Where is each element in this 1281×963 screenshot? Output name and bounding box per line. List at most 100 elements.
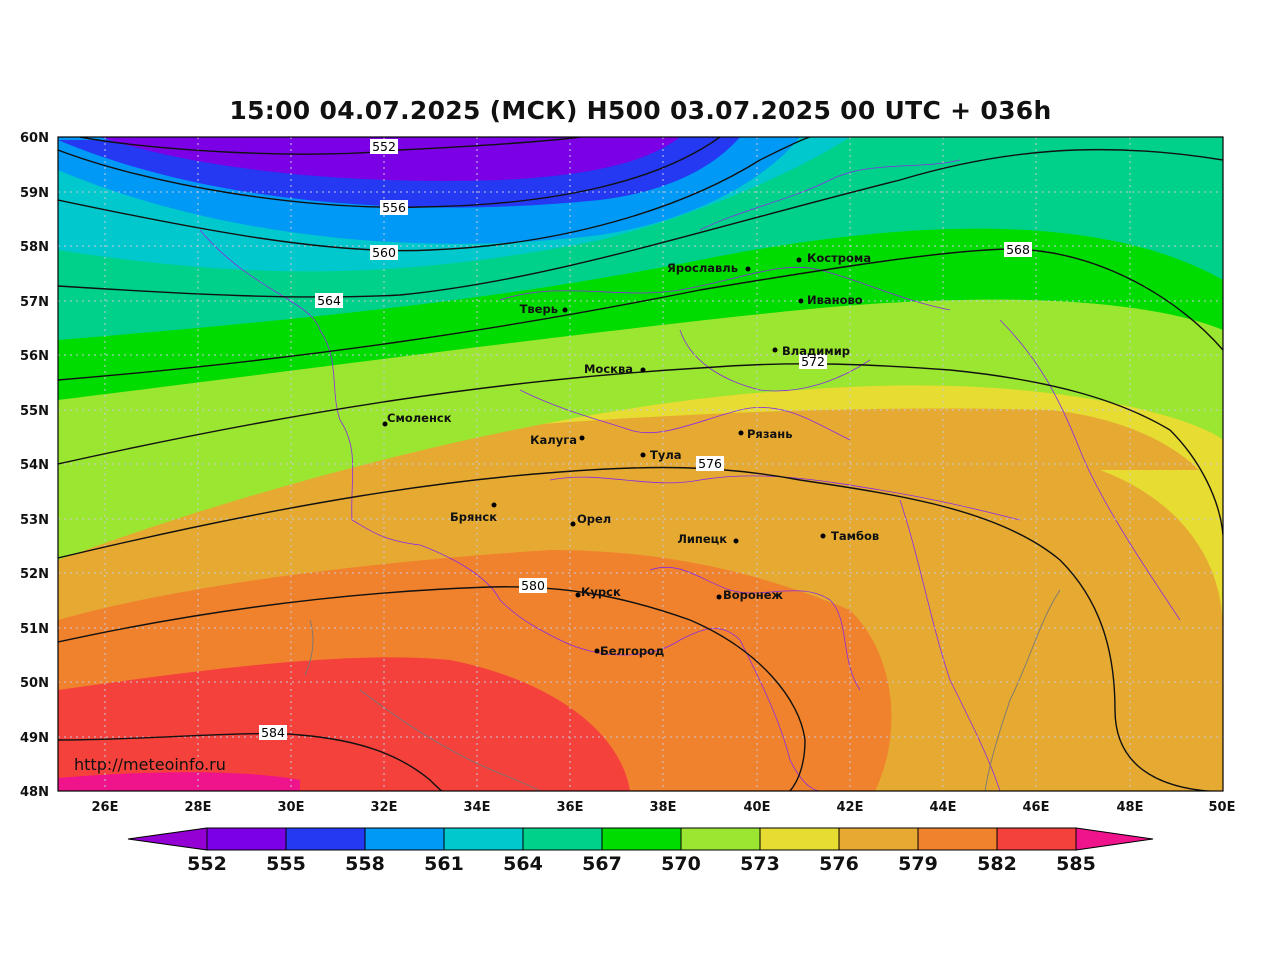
- colorbar: 552 555 558 561 564 567 570 573 576 579 582 585: [127, 827, 1154, 875]
- colorbar-swatch: [601, 827, 682, 851]
- colorbar-label: 582: [977, 853, 1017, 875]
- city-marker: [491, 502, 497, 508]
- lon-tick-label: 50E: [1209, 800, 1236, 815]
- contour-label: 572: [801, 354, 825, 369]
- contour-572: [58, 363, 1223, 536]
- lon-tick-label: 42E: [837, 800, 864, 815]
- city-label: Кострома: [807, 251, 871, 265]
- colorbar-swatch: [759, 827, 840, 851]
- city-label: Рязань: [747, 427, 792, 441]
- longitude-axis: 26E 28E 30E 32E 34E 36E 38E 40E 42E 44E …: [92, 800, 1236, 815]
- city-marker: [733, 538, 739, 544]
- colorbar-swatch: [522, 827, 603, 851]
- city-marker: [796, 257, 802, 263]
- contour-560: [58, 137, 811, 252]
- lon-tick-label: 36E: [557, 800, 584, 815]
- city-marker: [798, 298, 804, 304]
- city-label: Иваново: [807, 293, 863, 307]
- city-marker: [772, 347, 778, 353]
- contour-label: 568: [1006, 242, 1030, 257]
- lon-tick-label: 40E: [744, 800, 771, 815]
- city-label: Владимир: [782, 344, 850, 358]
- latitude-axis: 60N 59N 58N 57N 56N 55N 54N 53N 52N 51N …: [20, 131, 49, 800]
- contour-label: 552: [372, 139, 396, 154]
- contour-label: 560: [372, 245, 396, 260]
- colorbar-swatch: [917, 827, 998, 851]
- city-label: Белгород: [600, 644, 664, 658]
- contour-564: [58, 148, 1223, 298]
- lat-tick-label: 52N: [20, 567, 49, 582]
- colorbar-swatch: [206, 827, 287, 851]
- colorbar-label: 579: [898, 853, 938, 875]
- city-marker: [570, 521, 576, 527]
- colorbar-swatch: [680, 827, 761, 851]
- lat-tick-label: 51N: [20, 622, 49, 637]
- city-marker: [382, 421, 388, 427]
- border-line: [739, 639, 821, 791]
- city-label: Орел: [577, 512, 611, 526]
- contour-labels: 552 556 560 564 568 572 576 580 584: [259, 139, 1032, 740]
- lon-tick-label: 26E: [92, 800, 119, 815]
- band-585: [58, 657, 630, 791]
- city-marker: [640, 452, 646, 458]
- city-marker: [738, 430, 744, 436]
- contour-568: [58, 248, 1223, 381]
- colorbar-label: 585: [1056, 853, 1096, 875]
- lon-tick-label: 38E: [650, 800, 677, 815]
- city-label: Калуга: [530, 433, 577, 447]
- colorbar-swatch: [364, 827, 445, 851]
- lat-tick-label: 58N: [20, 240, 49, 255]
- contour-lines: [58, 137, 1223, 791]
- colorbar-label: 558: [345, 853, 385, 875]
- border-line: [519, 389, 851, 441]
- colorbar-label: 564: [503, 853, 543, 875]
- lat-tick-label: 50N: [20, 676, 49, 691]
- lat-tick-label: 60N: [20, 131, 49, 146]
- border-line: [419, 544, 741, 656]
- map-title: 15:00 04.07.2025 (МСК) H500 03.07.2025 0…: [229, 96, 1052, 125]
- colorbar-label: 555: [266, 853, 306, 875]
- contour-580: [58, 586, 806, 791]
- contour-label: 580: [521, 578, 545, 593]
- colorbar-swatch: [285, 827, 366, 851]
- colorbar-label: 552: [187, 853, 227, 875]
- colorbar-arrow-high: [1075, 827, 1154, 851]
- city-marker: [575, 592, 581, 598]
- lat-tick-label: 56N: [20, 349, 49, 364]
- city-marker: [562, 307, 568, 313]
- borders: [199, 159, 1181, 791]
- colorbar-swatch: [838, 827, 919, 851]
- city-marker: [594, 648, 600, 654]
- lon-tick-label: 30E: [278, 800, 305, 815]
- colorbar-label: 576: [819, 853, 859, 875]
- lat-tick-label: 59N: [20, 186, 49, 201]
- border-line: [899, 499, 1001, 791]
- city-label: Тамбов: [831, 529, 879, 543]
- cities: Кострома Ярославль Иваново Тверь Владими…: [382, 251, 879, 658]
- border-line: [199, 229, 421, 546]
- lat-tick-label: 55N: [20, 404, 49, 419]
- city-marker: [579, 435, 585, 441]
- city-label: Москва: [584, 362, 633, 376]
- city-marker: [640, 367, 646, 373]
- lat-tick-label: 53N: [20, 513, 49, 528]
- map-frame: [57, 136, 1224, 792]
- colorbar-label: 573: [740, 853, 780, 875]
- city-marker: [745, 266, 751, 272]
- city-label: Брянск: [450, 510, 497, 524]
- watermark-url: http://meteoinfo.ru: [74, 755, 226, 774]
- border-line: [649, 566, 861, 691]
- contour-label: 576: [698, 456, 722, 471]
- colorbar-label: 567: [582, 853, 622, 875]
- border-line: [499, 266, 951, 311]
- contour-label: 564: [317, 293, 341, 308]
- border-line: [999, 319, 1181, 621]
- city-marker: [820, 533, 826, 539]
- city-label: Воронеж: [723, 588, 784, 602]
- contour-label: 584: [261, 725, 285, 740]
- contour-label: 556: [382, 200, 406, 215]
- lat-tick-label: 49N: [20, 731, 49, 746]
- lon-tick-label: 44E: [930, 800, 957, 815]
- city-label: Липецк: [677, 532, 727, 546]
